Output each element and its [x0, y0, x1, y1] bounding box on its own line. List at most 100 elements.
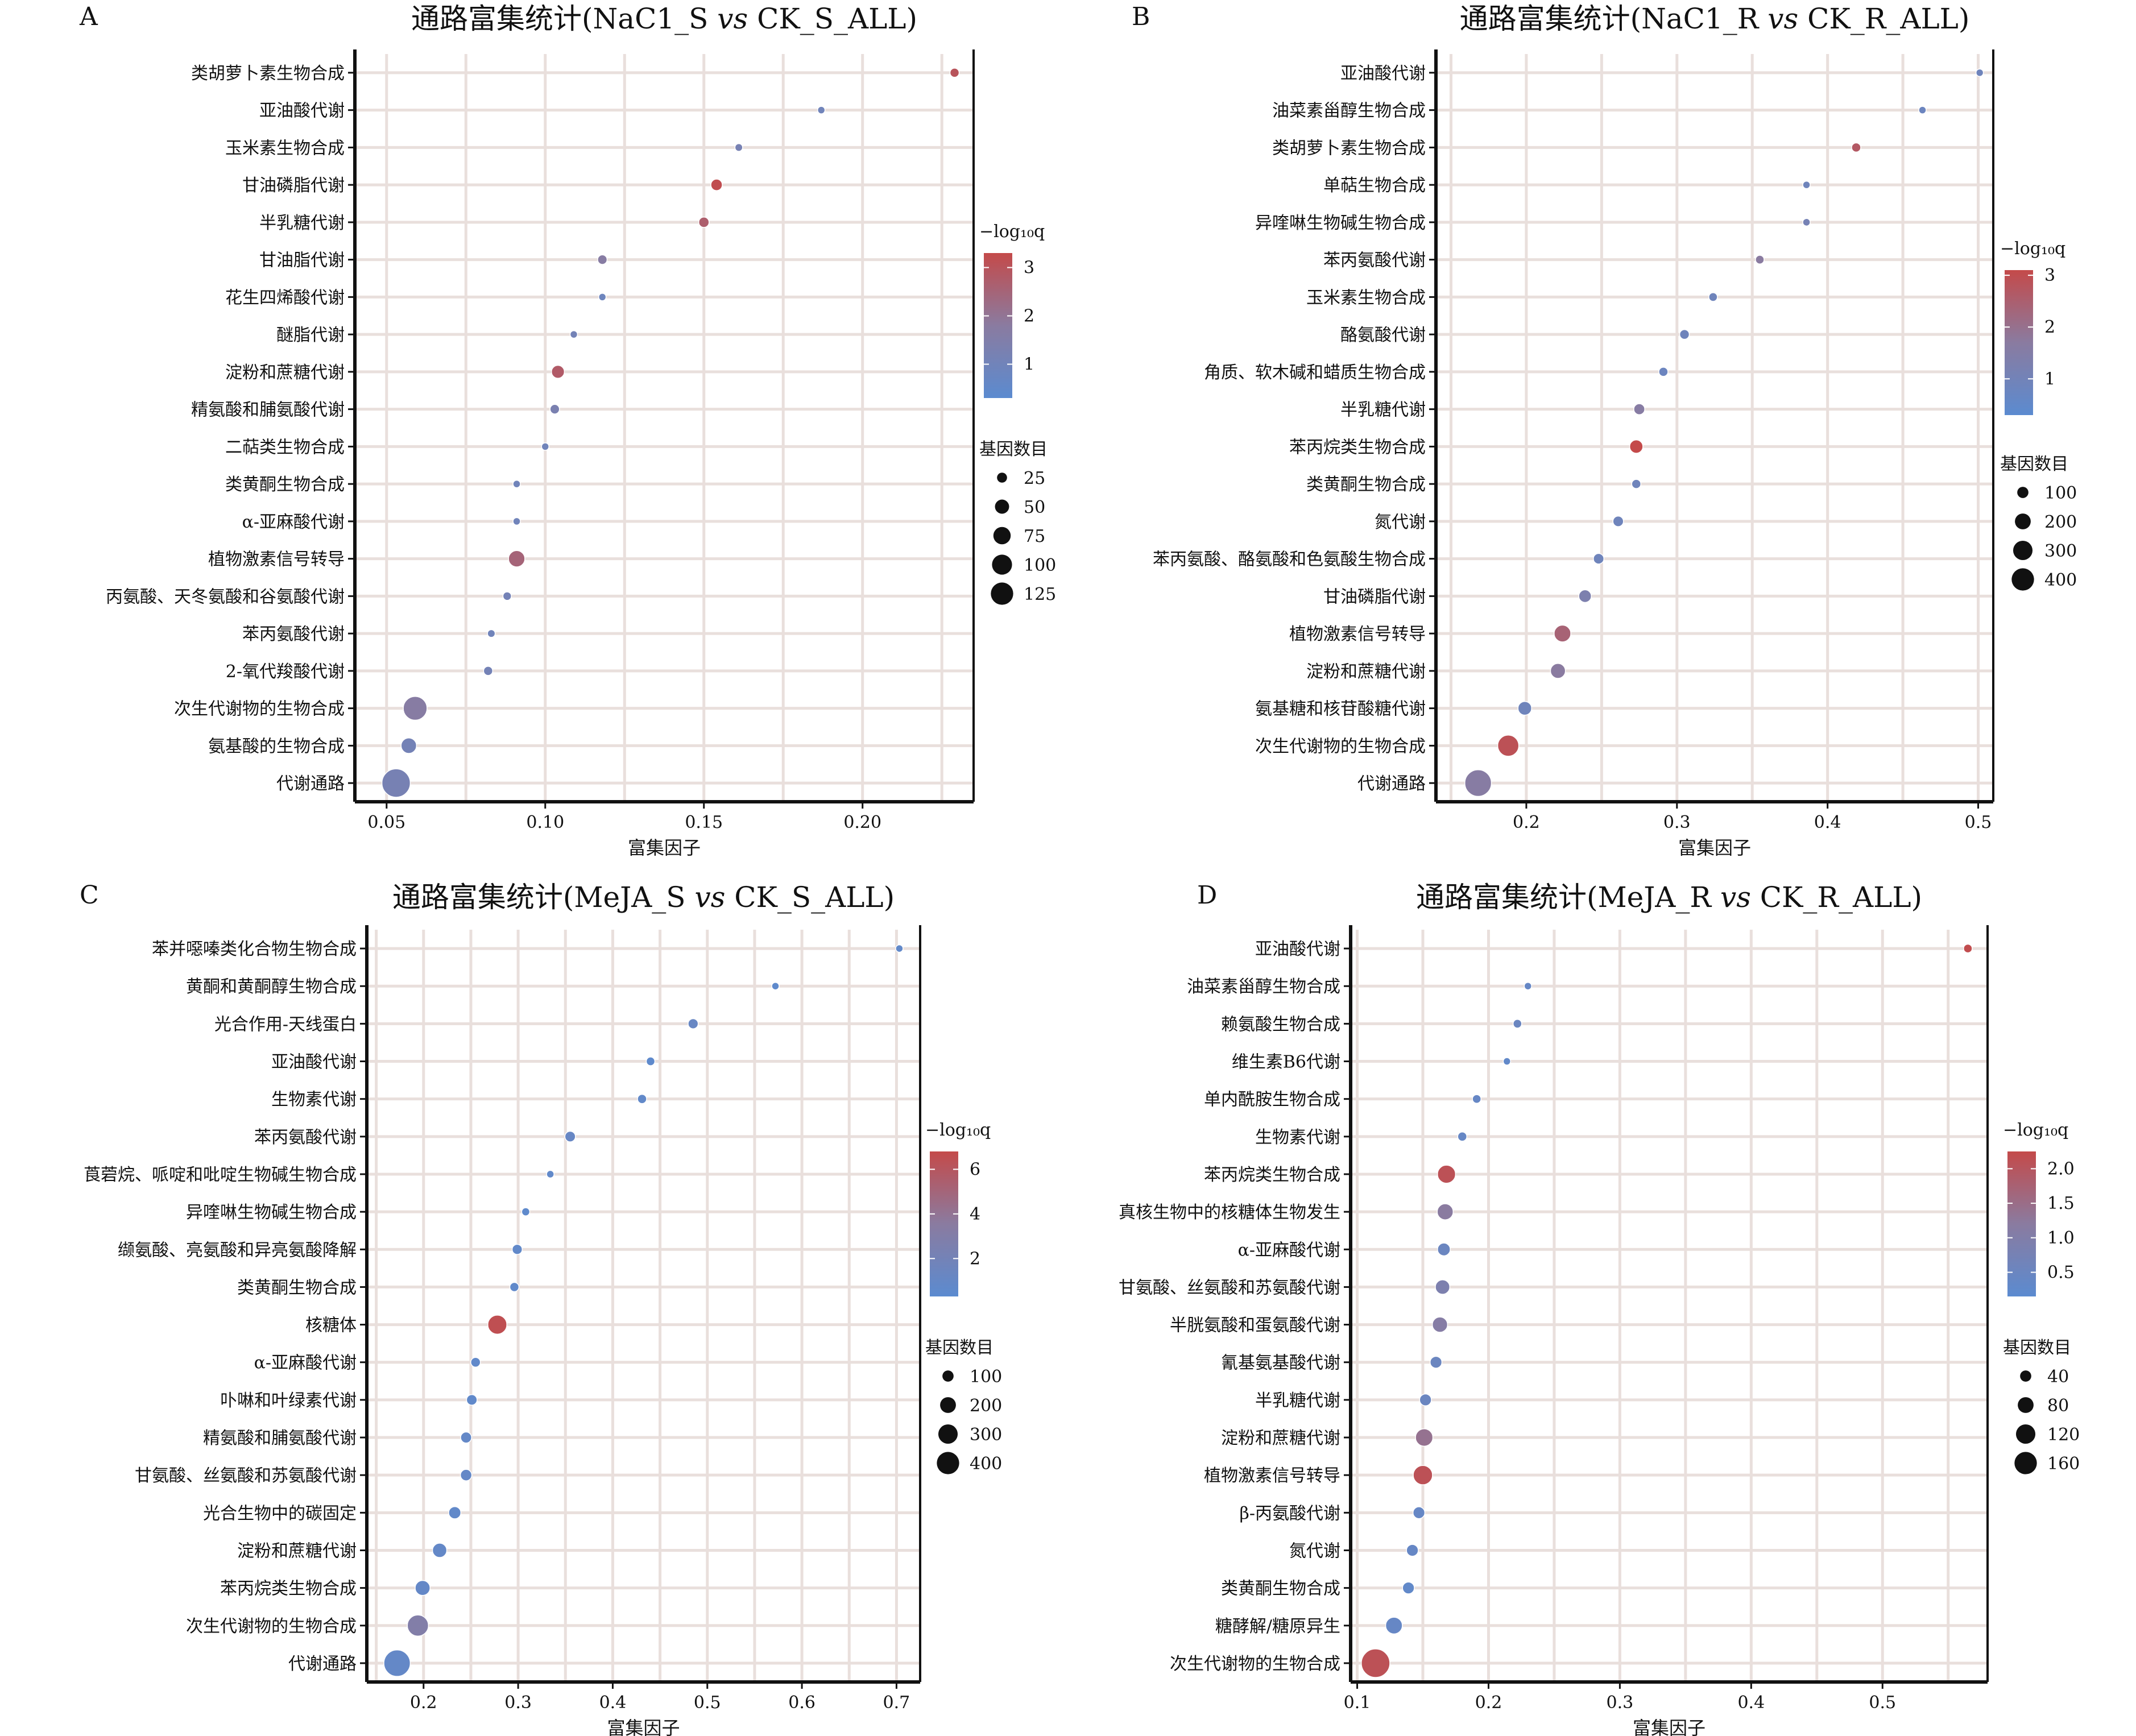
category-label: 苯丙氨酸、酪氨酸和色氨酸生物合成 — [1153, 550, 1426, 570]
chart-title-vs: vs — [717, 2, 748, 35]
plot-area — [355, 54, 974, 802]
color-legend-title: −log₁₀q — [2003, 1120, 2068, 1140]
chart-title-suffix: CK_R_ALL) — [1798, 2, 1969, 35]
category-label: 玉米素生物合成 — [1306, 288, 1426, 308]
category-label: 黄酮和黄酮醇生物合成 — [186, 977, 357, 997]
size-legend-dot — [937, 1452, 959, 1474]
category-label: 甘油脂代谢 — [259, 251, 345, 271]
color-legend-label: 1 — [1024, 355, 1034, 375]
color-legend-label: 1 — [2044, 369, 2055, 389]
size-legend-title: 基因数目 — [925, 1338, 994, 1358]
size-legend: 基因数目 100 200 300 400 — [2000, 454, 2077, 591]
category-label: 苯丙氨酸代谢 — [254, 1128, 357, 1147]
data-point — [460, 1469, 473, 1481]
color-legend-title: −log₁₀q — [925, 1120, 991, 1140]
data-points — [1361, 943, 1973, 1678]
x-tick-label: 0.4 — [1737, 1693, 1765, 1713]
x-axis-label: 富集因子 — [628, 837, 701, 859]
data-point — [1629, 439, 1644, 454]
category-label: 油菜素甾醇生物合成 — [1187, 977, 1340, 997]
category-label: 代谢通路 — [1357, 774, 1426, 794]
category-label: 异喹啉生物碱生物合成 — [186, 1203, 357, 1223]
size-legend-dot — [991, 582, 1013, 605]
x-tick-label: 0.4 — [1814, 813, 1841, 832]
size-legend-label: 300 — [970, 1425, 1002, 1445]
data-point — [1361, 1648, 1390, 1678]
category-label: 生物素代谢 — [271, 1090, 357, 1110]
category-label: 代谢通路 — [288, 1654, 357, 1674]
category-label: 单内酰胺生物合成 — [1204, 1090, 1340, 1110]
data-point — [509, 1282, 520, 1292]
color-legend-label: 3 — [1024, 258, 1034, 278]
data-points — [1464, 68, 1984, 797]
category-label: 甘油磷脂代谢 — [1323, 587, 1426, 607]
data-point — [1402, 1581, 1415, 1594]
color-bar — [2005, 270, 2033, 415]
chart-title-prefix: 通路富集统计(MeJA_S — [392, 881, 695, 914]
size-legend-label: 400 — [2044, 570, 2077, 590]
data-point — [1413, 1465, 1433, 1485]
size-legend-dot — [992, 554, 1012, 575]
category-label: 苯丙烷类生物合成 — [1289, 437, 1426, 457]
size-legend: 基因数目 40 80 120 160 — [2003, 1338, 2080, 1474]
data-point — [1631, 479, 1642, 489]
category-label: 半乳糖代谢 — [259, 213, 345, 233]
data-point — [1975, 68, 1984, 77]
category-label: 丙氨酸、天冬氨酸和谷氨酸代谢 — [106, 587, 345, 607]
x-tick-label: 0.4 — [599, 1693, 627, 1713]
data-point — [487, 629, 496, 638]
size-legend-dot — [2015, 1424, 2036, 1444]
x-tick-label: 0.15 — [685, 813, 723, 832]
data-point — [1431, 1316, 1448, 1333]
x-tick-label: 0.5 — [1869, 1693, 1896, 1713]
data-point — [1502, 1057, 1512, 1066]
data-point — [1472, 1094, 1482, 1104]
color-legend: −log₁₀q 6 4 2 — [925, 1120, 991, 1296]
chart-title-vs: vs — [694, 881, 725, 914]
data-point — [1385, 1617, 1403, 1635]
size-legend-label: 40 — [2047, 1367, 2069, 1387]
chart-title-prefix: 通路富集统计(MeJA_R — [1416, 881, 1720, 914]
data-point — [546, 1170, 554, 1179]
category-label: 苯丙氨酸代谢 — [1323, 251, 1426, 271]
size-legend-dot — [995, 499, 1009, 514]
category-label: 氰基氨基酸代谢 — [1221, 1353, 1340, 1373]
data-point — [598, 293, 607, 301]
color-bar — [930, 1151, 958, 1296]
data-point — [1415, 1428, 1434, 1447]
size-legend-dot — [997, 473, 1007, 483]
data-point — [1437, 1165, 1456, 1184]
data-point — [1554, 624, 1571, 643]
size-legend-label: 200 — [970, 1396, 1002, 1416]
color-legend-label: 4 — [970, 1204, 980, 1224]
category-label: 亚油酸代谢 — [271, 1053, 357, 1072]
category-label: 甘氨酸、丝氨酸和苏氨酸代谢 — [1119, 1278, 1340, 1298]
size-legend-label: 300 — [2044, 541, 2077, 561]
category-label: 氮代谢 — [1375, 512, 1426, 532]
category-label: 半乳糖代谢 — [1255, 1391, 1340, 1411]
data-point — [564, 1130, 576, 1142]
size-legend-dot — [2015, 513, 2031, 529]
data-point — [512, 479, 521, 488]
data-point — [710, 179, 723, 191]
size-legend-label: 25 — [1024, 469, 1045, 488]
category-label: 甘油磷脂代谢 — [242, 176, 345, 196]
color-legend-label: 1.0 — [2047, 1228, 2075, 1248]
x-axis-label: 富集因子 — [607, 1717, 680, 1736]
category-label: 类黄酮生物合成 — [1306, 475, 1426, 495]
data-point — [487, 1315, 508, 1335]
x-tick-label: 0.2 — [1513, 813, 1540, 832]
data-point — [483, 666, 494, 676]
data-point — [415, 1580, 431, 1596]
data-point — [1612, 515, 1624, 527]
size-legend-label: 100 — [970, 1367, 1002, 1387]
category-label: β-丙氨酸代谢 — [1240, 1503, 1340, 1523]
chart-title-suffix: CK_S_ALL) — [725, 881, 895, 914]
chart-title: 通路富集统计(MeJA_R vs CK_R_ALL) — [1416, 881, 1922, 914]
data-point — [1802, 218, 1811, 227]
category-label: 氨基糖和核苷酸糖代谢 — [1255, 699, 1426, 719]
size-legend-label: 100 — [2044, 483, 2077, 503]
size-legend-label: 120 — [2047, 1425, 2080, 1445]
color-legend-title: −log₁₀q — [979, 222, 1045, 242]
data-point — [949, 68, 960, 78]
